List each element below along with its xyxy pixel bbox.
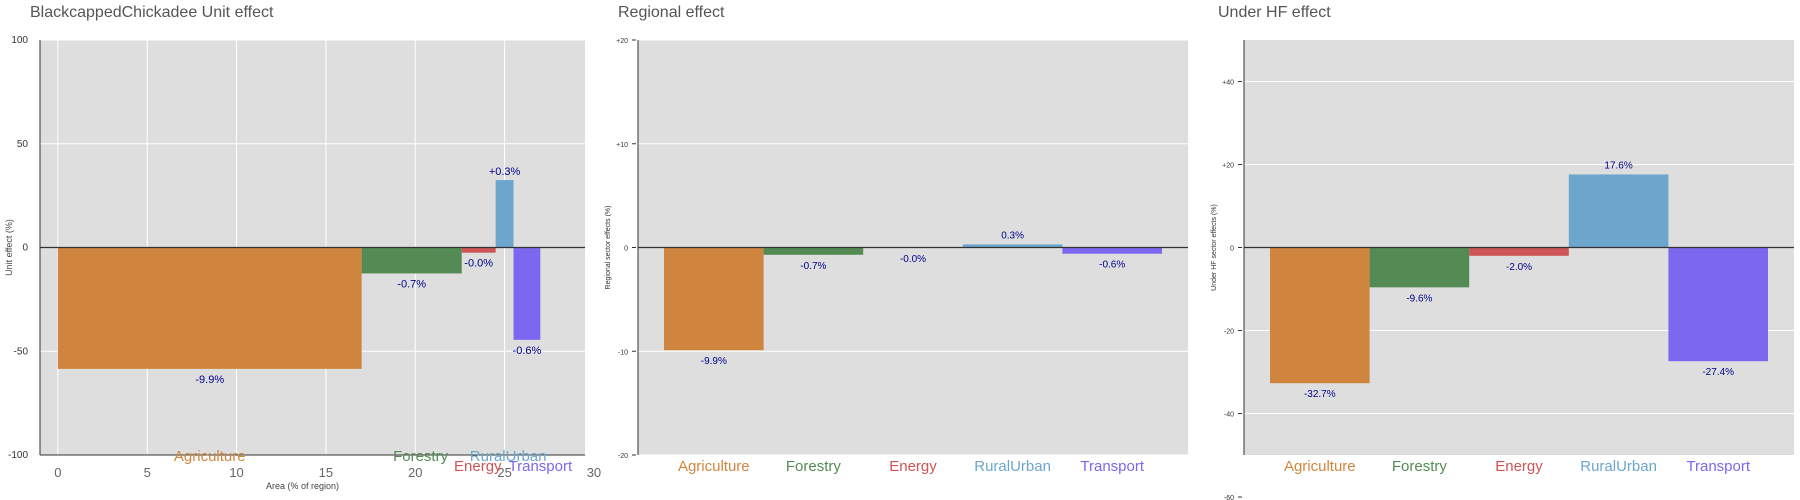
y-axis-label: Unit effect (%)	[4, 219, 14, 276]
bar-value-label: -27.4%	[1702, 367, 1734, 378]
regional-effect-title: Regional effect	[618, 4, 725, 21]
bar-value-label: -2.0%	[1506, 262, 1532, 273]
unit-effect-panel: BlackcappedChickadee Unit effect 100 50 0-…	[0, 0, 601, 500]
y-tick-label: 0	[1230, 246, 1234, 253]
category-label-agriculture: Agriculture	[1284, 458, 1356, 475]
x-tick-label: 25	[497, 465, 511, 480]
bar-value-label: -0.0%	[900, 254, 926, 265]
bar-transport	[1668, 247, 1768, 362]
bar-value-label: +0.3%	[489, 166, 521, 178]
category-label-forestry: Forestry	[393, 448, 449, 465]
bar-value-label: 17.6%	[1604, 160, 1632, 171]
category-label-ruralurban: RuralUrban	[470, 448, 547, 465]
bar-value-label: -0.7%	[397, 278, 426, 290]
x-tick-label: 5	[144, 465, 151, 480]
category-label-agriculture: Agriculture	[678, 458, 750, 475]
category-label-ruralurban: RuralUrban	[1580, 458, 1657, 475]
category-label-transport: Transport	[509, 458, 573, 475]
bar-transport	[1062, 247, 1162, 254]
under-hf-effect-panel: Under HF effect +40 +20 0 -20 -40 -60 Under HF…	[1200, 0, 1800, 500]
y-tick-label: -40	[1224, 412, 1234, 419]
y-tick-label: -100	[8, 450, 28, 461]
y-axis-label: Under HF sector effects (%)	[1211, 204, 1218, 291]
x-tick-label: 15	[319, 465, 333, 480]
bar-value-label: -9.9%	[701, 356, 727, 367]
x-tick-label: 20	[408, 465, 422, 480]
y-tick-label: 0	[22, 243, 28, 254]
category-label-ruralurban: RuralUrban	[974, 458, 1051, 475]
category-label-energy: Energy	[454, 458, 502, 475]
x-tick-label: 0	[54, 465, 61, 480]
bar-energy	[461, 247, 496, 253]
bar-value-label: -0.0%	[464, 258, 493, 270]
bar-value-label: -0.6%	[513, 345, 542, 357]
x-tick-label: 30	[587, 465, 601, 480]
category-label-agriculture: Agriculture	[174, 448, 246, 465]
bar-forestry	[1369, 247, 1470, 288]
bar-ruralurban	[1568, 174, 1669, 248]
category-label-forestry: Forestry	[1392, 458, 1448, 475]
regional-effect-chart: +20 +10 0 -10 -20 Regional sector effects (%)…	[605, 38, 1188, 475]
y-tick-label: 50	[17, 139, 29, 150]
unit-effect-title: BlackcappedChickadee Unit effect	[30, 4, 274, 21]
y-tick-label: +20	[1222, 163, 1234, 170]
category-label-transport: Transport	[1080, 458, 1144, 475]
bar-value-label: -0.6%	[1099, 260, 1125, 271]
y-tick-label: -20	[1224, 329, 1234, 336]
regional-effect-panel: Regional effect +20 +10 0 -10 -20 Regional se…	[600, 0, 1200, 500]
y-tick-label: -20	[618, 453, 628, 460]
bar-energy	[1469, 247, 1569, 256]
bar-value-label: 0.3%	[1001, 230, 1024, 241]
bar-value-label: -9.9%	[195, 374, 224, 386]
bar-ruralurban	[495, 180, 514, 248]
unit-effect-chart: 100 50 0 -50 -100 0 5 10 15 20 25 30 Area (% of regi…	[4, 35, 601, 491]
bar-forestry	[361, 247, 462, 274]
bar-agriculture	[57, 247, 362, 369]
y-tick-label: +20	[616, 38, 628, 45]
x-tick-label: 10	[229, 465, 243, 480]
category-label-forestry: Forestry	[786, 458, 842, 475]
bar-value-label: -32.7%	[1304, 389, 1336, 400]
under-hf-effect-title: Under HF effect	[1218, 4, 1331, 21]
y-tick-label: 0	[624, 246, 628, 253]
bar-ruralurban	[962, 244, 1063, 248]
y-tick-label: +10	[616, 142, 628, 149]
bar-agriculture	[1270, 247, 1370, 384]
bar-value-label: -0.7%	[800, 261, 826, 272]
bar-forestry	[763, 247, 864, 255]
category-label-transport: Transport	[1686, 458, 1750, 475]
y-tick-label: -10	[618, 349, 628, 356]
y-tick-label: -60	[1224, 495, 1234, 500]
bar-transport	[513, 247, 541, 340]
category-label-energy: Energy	[1495, 458, 1543, 475]
x-axis-label: Area (% of region)	[266, 481, 339, 491]
y-tick-label: -50	[14, 346, 29, 357]
category-label-energy: Energy	[889, 458, 937, 475]
y-axis-label: Regional sector effects (%)	[605, 206, 612, 290]
y-tick-label: +40	[1222, 80, 1234, 87]
bar-agriculture	[664, 247, 764, 351]
bar-value-label: -9.6%	[1406, 293, 1432, 304]
under-hf-effect-chart: +40 +20 0 -20 -40 -60 Under HF sector effects …	[1211, 40, 1794, 500]
y-tick-label: 100	[11, 35, 28, 46]
